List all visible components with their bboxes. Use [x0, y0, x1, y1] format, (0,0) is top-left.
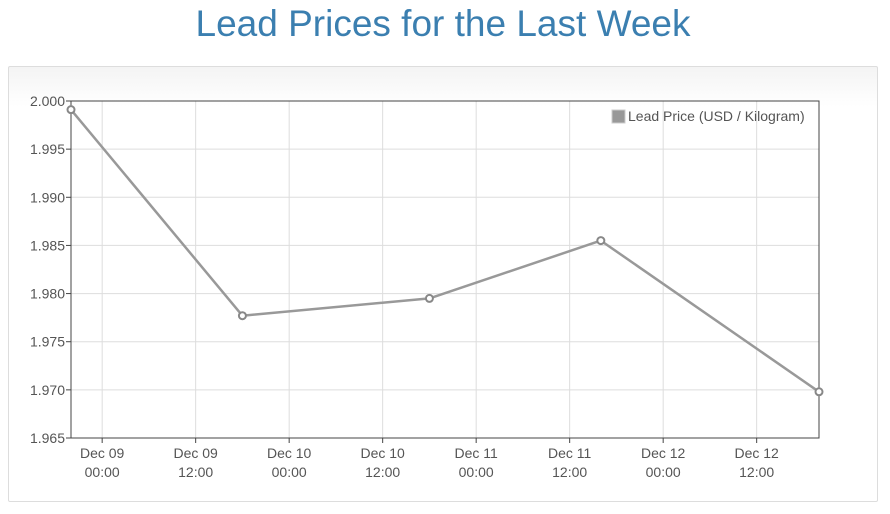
data-point — [66, 105, 76, 115]
x-tick-time-label: 12:00 — [178, 464, 213, 480]
x-tick-time-label: 00:00 — [272, 464, 307, 480]
x-tick-time-label: 00:00 — [459, 464, 494, 480]
x-tick-date-label: Dec 11 — [455, 445, 499, 461]
x-tick-date-label: Dec 10 — [360, 445, 405, 461]
y-tick-label: 1.970 — [30, 382, 65, 398]
x-tick-time-label: 00:00 — [646, 464, 681, 480]
grid-lines — [71, 100, 819, 439]
x-tick-date-label: Dec 12 — [734, 445, 779, 461]
data-point — [814, 387, 824, 397]
legend-label: Lead Price (USD / Kilogram) — [628, 108, 805, 124]
x-tick-time-label: 12:00 — [365, 464, 400, 480]
y-tick-label: 1.975 — [30, 334, 65, 350]
legend[interactable]: Lead Price (USD / Kilogram) — [611, 108, 805, 124]
y-tick-label: 1.995 — [30, 141, 65, 157]
x-tick-date-label: Dec 11 — [548, 445, 592, 461]
x-tick-date-label: Dec 09 — [173, 445, 218, 461]
x-tick-time-label: 12:00 — [552, 464, 587, 480]
chart-panel — [8, 66, 878, 502]
series-layer — [66, 105, 824, 397]
x-tick-time-label: 12:00 — [739, 464, 774, 480]
y-tick-label: 1.985 — [30, 237, 65, 253]
series-line — [70, 108, 820, 393]
x-tick-time-label: 00:00 — [85, 464, 120, 480]
y-tick-label: 2.000 — [30, 93, 65, 109]
y-tick-label: 1.965 — [30, 430, 65, 446]
y-axis-ticks: 2.000 1.995 1.990 1.985 1.980 1.975 1.970 1.965 — [30, 93, 71, 446]
data-point — [596, 236, 606, 246]
x-tick-date-label: Dec 12 — [641, 445, 686, 461]
plot-frame — [70, 100, 820, 439]
chart-title: Lead Prices for the Last Week — [195, 3, 691, 44]
x-axis-ticks: Dec 09 00:00 Dec 09 12:00 Dec 10 00:00 Dec 10 1… — [80, 438, 779, 480]
x-tick-date-label: Dec 10 — [267, 445, 312, 461]
data-point — [424, 293, 434, 303]
data-point — [237, 311, 247, 321]
x-tick-date-label: Dec 09 — [80, 445, 125, 461]
y-tick-label: 1.980 — [30, 286, 65, 302]
legend-swatch — [611, 109, 626, 124]
y-tick-label: 1.990 — [30, 189, 65, 205]
